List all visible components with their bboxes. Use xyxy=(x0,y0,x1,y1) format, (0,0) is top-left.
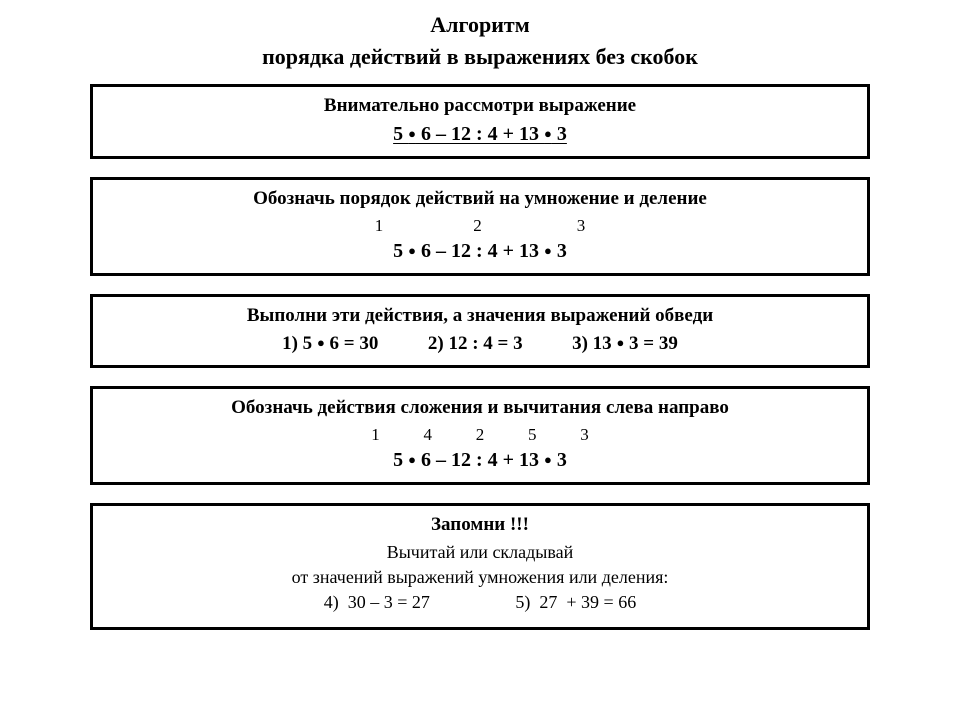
step-box-2: Обозначь порядок действий на умножение и… xyxy=(90,177,870,276)
step4-heading: Обозначь действия сложения и вычитания с… xyxy=(103,397,857,419)
step4-order-numbers: 1 4 2 5 3 xyxy=(103,425,857,445)
step5-calc-line: 4) 30 – 3 = 27 5) 27 + 39 = 66 xyxy=(103,592,857,613)
step-box-1: Внимательно рассмотри выражение 5 ● 6 – … xyxy=(90,84,870,159)
step2-order-numbers: 1 2 3 xyxy=(103,216,857,236)
step2-heading: Обозначь порядок действий на умножение и… xyxy=(103,188,857,210)
step3-calculations: 1) 5 ● 6 = 30 2) 12 : 4 = 3 3) 13 ● 3 = … xyxy=(103,333,857,355)
step5-line2: от значений выражений умножения или деле… xyxy=(103,567,857,588)
page-title-line2: порядка действий в выражениях без скобок xyxy=(262,44,698,70)
step5-line1: Вычитай или складывай xyxy=(103,542,857,563)
step-box-5: Запомни !!! Вычитай или складывай от зна… xyxy=(90,503,870,630)
step1-heading: Внимательно рассмотри выражение xyxy=(103,95,857,117)
step1-expression: 5 ● 6 – 12 : 4 + 13 ● 3 xyxy=(103,123,857,146)
step4-expression: 5 ● 6 – 12 : 4 + 13 ● 3 xyxy=(103,449,857,472)
step3-heading: Выполни эти действия, а значения выражен… xyxy=(103,305,857,327)
step5-heading: Запомни !!! xyxy=(103,514,857,536)
step-box-3: Выполни эти действия, а значения выражен… xyxy=(90,294,870,368)
step-box-4: Обозначь действия сложения и вычитания с… xyxy=(90,386,870,485)
step2-expression: 5 ● 6 – 12 : 4 + 13 ● 3 xyxy=(103,240,857,263)
page-title-line1: Алгоритм xyxy=(430,12,529,38)
